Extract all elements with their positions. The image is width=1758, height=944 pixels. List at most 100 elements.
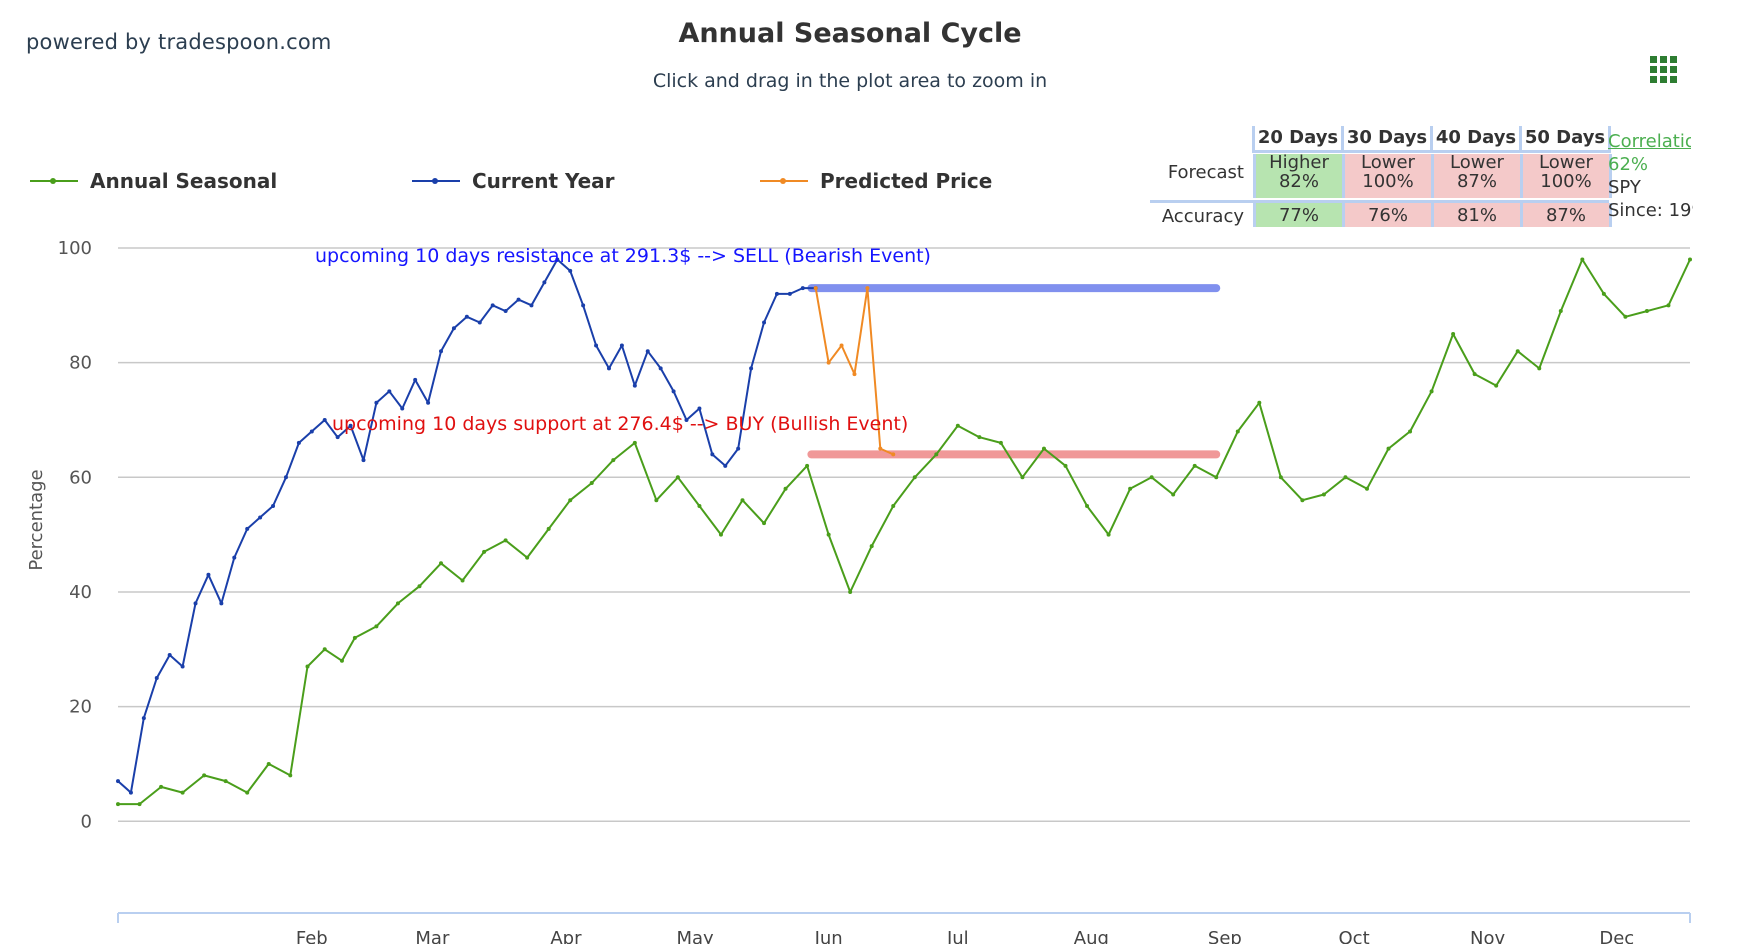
current-year-point xyxy=(658,366,663,371)
x-tick-label: Mar xyxy=(415,928,450,944)
annual-seasonal-point xyxy=(374,624,379,629)
annual-seasonal-point xyxy=(1364,486,1369,491)
support-annotation: upcoming 10 days support at 276.4$ --> B… xyxy=(332,413,908,435)
annual-seasonal-point xyxy=(1235,429,1240,434)
current-year-point xyxy=(258,515,263,520)
accuracy-cell-40: 81% xyxy=(1431,203,1520,227)
current-year-point xyxy=(555,257,560,262)
annual-seasonal-point xyxy=(998,440,1003,445)
annual-seasonal-point xyxy=(1386,446,1391,451)
forecast-cell-20: Higher 82% xyxy=(1253,152,1342,198)
annual-seasonal-point xyxy=(159,784,164,789)
legend-current-year[interactable]: Current Year xyxy=(412,169,615,193)
grid-lines xyxy=(118,247,1690,823)
annual-seasonal-point xyxy=(869,544,874,549)
current-year-point xyxy=(800,286,805,291)
annual-seasonal-point xyxy=(503,538,508,543)
annual-seasonal-point xyxy=(589,481,594,486)
current-year-point xyxy=(671,389,676,394)
current-year-point xyxy=(271,503,276,508)
y-tick-label: 0 xyxy=(81,811,92,832)
current-year-point xyxy=(128,790,133,795)
current-year-point xyxy=(439,349,444,354)
x-tick-label: Oct xyxy=(1339,928,1370,944)
legend-predicted-price[interactable]: Predicted Price xyxy=(760,169,992,193)
annual-seasonal-point xyxy=(1321,492,1326,497)
current-year-point xyxy=(180,664,185,669)
annual-seasonal-point xyxy=(891,503,896,508)
legend-annual-seasonal[interactable]: Annual Seasonal xyxy=(30,169,277,193)
current-year-point xyxy=(490,303,495,308)
annual-seasonal-point xyxy=(912,475,917,480)
annual-seasonal-point xyxy=(1429,389,1434,394)
header-40-days: 40 Days xyxy=(1430,126,1519,153)
annual-seasonal-point xyxy=(305,664,310,669)
accuracy-cell-20: 77% xyxy=(1253,203,1342,227)
header-20-days: 20 Days xyxy=(1252,126,1341,153)
correlation-value: 62% xyxy=(1608,154,1649,175)
annual-seasonal-point xyxy=(826,532,831,537)
legend-symbol xyxy=(30,174,78,188)
grid-menu-icon[interactable] xyxy=(1650,56,1678,84)
resistance-annotation: upcoming 10 days resistance at 291.3$ --… xyxy=(315,245,931,267)
annual-seasonal-point xyxy=(1494,383,1499,388)
annual-seasonal-point xyxy=(245,790,250,795)
current-year-point xyxy=(348,423,353,428)
annual-seasonal-point xyxy=(977,435,982,440)
annual-seasonal-point xyxy=(1278,475,1283,480)
annual-seasonal-point xyxy=(934,452,939,457)
current-year-point xyxy=(283,475,288,480)
current-year-point xyxy=(335,435,340,440)
forecast-cell-30: Lower 100% xyxy=(1342,153,1431,198)
annual-seasonal-point xyxy=(1085,503,1090,508)
brand-text: powered by tradespoon.com xyxy=(26,30,332,54)
x-tick-label: Jun xyxy=(814,928,843,944)
y-tick-label: 60 xyxy=(69,467,92,488)
current-year-point xyxy=(710,452,715,457)
level-lines xyxy=(807,284,1221,459)
annual-seasonal-point xyxy=(1601,291,1606,296)
forecast-direction: Higher xyxy=(1269,152,1329,173)
accuracy-cell-50: 87% xyxy=(1520,203,1612,227)
annual-seasonal-point xyxy=(288,773,293,778)
current-year-point xyxy=(296,440,301,445)
current-year-point xyxy=(787,291,792,296)
y-axis-title: Percentage xyxy=(26,469,47,570)
current-year-point xyxy=(477,320,482,325)
annual-seasonal-point xyxy=(1214,475,1219,480)
legend-symbol xyxy=(412,174,460,188)
header-50-days: 50 Days xyxy=(1519,126,1611,153)
forecast-direction: Lower xyxy=(1450,152,1504,173)
current-year-point xyxy=(322,417,327,422)
legend-label: Current Year xyxy=(472,169,615,193)
x-axis: Feb Mar Apr May Jun Jul Aug Sep Oct Nov Dec xyxy=(117,912,1691,944)
correlation-link[interactable]: Correlation xyxy=(1608,131,1691,152)
current-year-point xyxy=(736,446,741,451)
annual-seasonal-point xyxy=(632,440,637,445)
accuracy-row-label: Accuracy xyxy=(1161,206,1244,227)
forecast-row-label: Forecast xyxy=(1167,162,1244,183)
annual-seasonal-point xyxy=(1408,429,1413,434)
annual-seasonal-point xyxy=(1580,257,1585,262)
annual-seasonal-point xyxy=(525,555,530,560)
annual-seasonal-point xyxy=(955,423,960,428)
current-year-point xyxy=(632,383,637,388)
correlation-panel: Correlation 62% SPY Since: 1993 xyxy=(1608,130,1693,222)
current-year-point xyxy=(503,309,508,314)
annual-seasonal-point xyxy=(1149,475,1154,480)
annual-seasonal-point xyxy=(740,498,745,503)
current-year-point xyxy=(619,343,624,348)
annual-seasonal-point xyxy=(1106,532,1111,537)
x-tick-label: Nov xyxy=(1470,928,1505,944)
annual-seasonal-point xyxy=(1688,257,1692,262)
annual-seasonal-point xyxy=(1128,486,1133,491)
current-year-point xyxy=(529,303,534,308)
annual-seasonal-point xyxy=(1537,366,1542,371)
predicted-price-point xyxy=(878,446,883,451)
forecast-cell-40: Lower 87% xyxy=(1431,152,1520,198)
annual-seasonal-point xyxy=(116,802,120,807)
annual-seasonal-point xyxy=(1041,446,1046,451)
x-tick-label: Jul xyxy=(946,928,969,944)
predicted-price-point xyxy=(839,343,844,348)
